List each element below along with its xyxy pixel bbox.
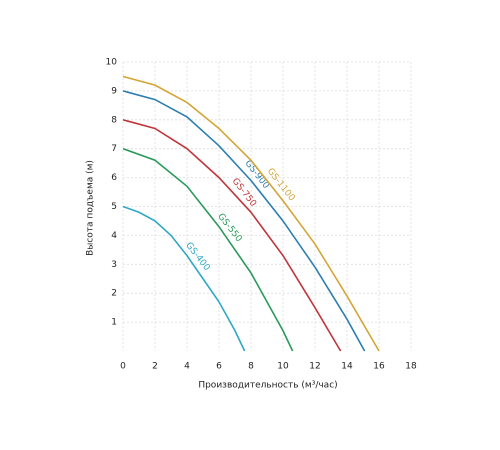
y-tick-label: 9 bbox=[111, 86, 117, 96]
series-line bbox=[122, 75, 380, 352]
x-tick-label: 6 bbox=[216, 362, 222, 372]
series-line bbox=[122, 119, 342, 352]
y-tick-label: 6 bbox=[111, 173, 117, 183]
x-tick-label: 2 bbox=[152, 362, 158, 372]
x-tick-label: 8 bbox=[248, 362, 254, 372]
x-tick-label: 16 bbox=[373, 362, 385, 372]
y-axis-title: Высота подъема (м) bbox=[86, 160, 96, 256]
y-tick-label: 10 bbox=[106, 58, 118, 68]
x-tick-label: 14 bbox=[341, 362, 353, 372]
y-tick-label: 7 bbox=[111, 144, 117, 154]
series-line bbox=[122, 90, 366, 352]
x-tick-label: 0 bbox=[120, 362, 126, 372]
y-tick-label: 4 bbox=[111, 231, 117, 241]
y-tick-label: 2 bbox=[111, 289, 117, 299]
x-axis-title: Производительность (м³/час) bbox=[198, 381, 337, 391]
y-tick-label: 5 bbox=[111, 202, 117, 212]
x-tick-label: 12 bbox=[309, 362, 320, 372]
y-tick-label: 3 bbox=[111, 260, 117, 270]
series-line bbox=[122, 205, 246, 352]
x-tick-label: 4 bbox=[184, 362, 190, 372]
y-tick-label: 1 bbox=[111, 318, 117, 328]
y-tick-label: 8 bbox=[111, 115, 117, 125]
series-line bbox=[122, 147, 294, 352]
x-tick-label: 18 bbox=[405, 362, 417, 372]
x-tick-label: 10 bbox=[277, 362, 289, 372]
